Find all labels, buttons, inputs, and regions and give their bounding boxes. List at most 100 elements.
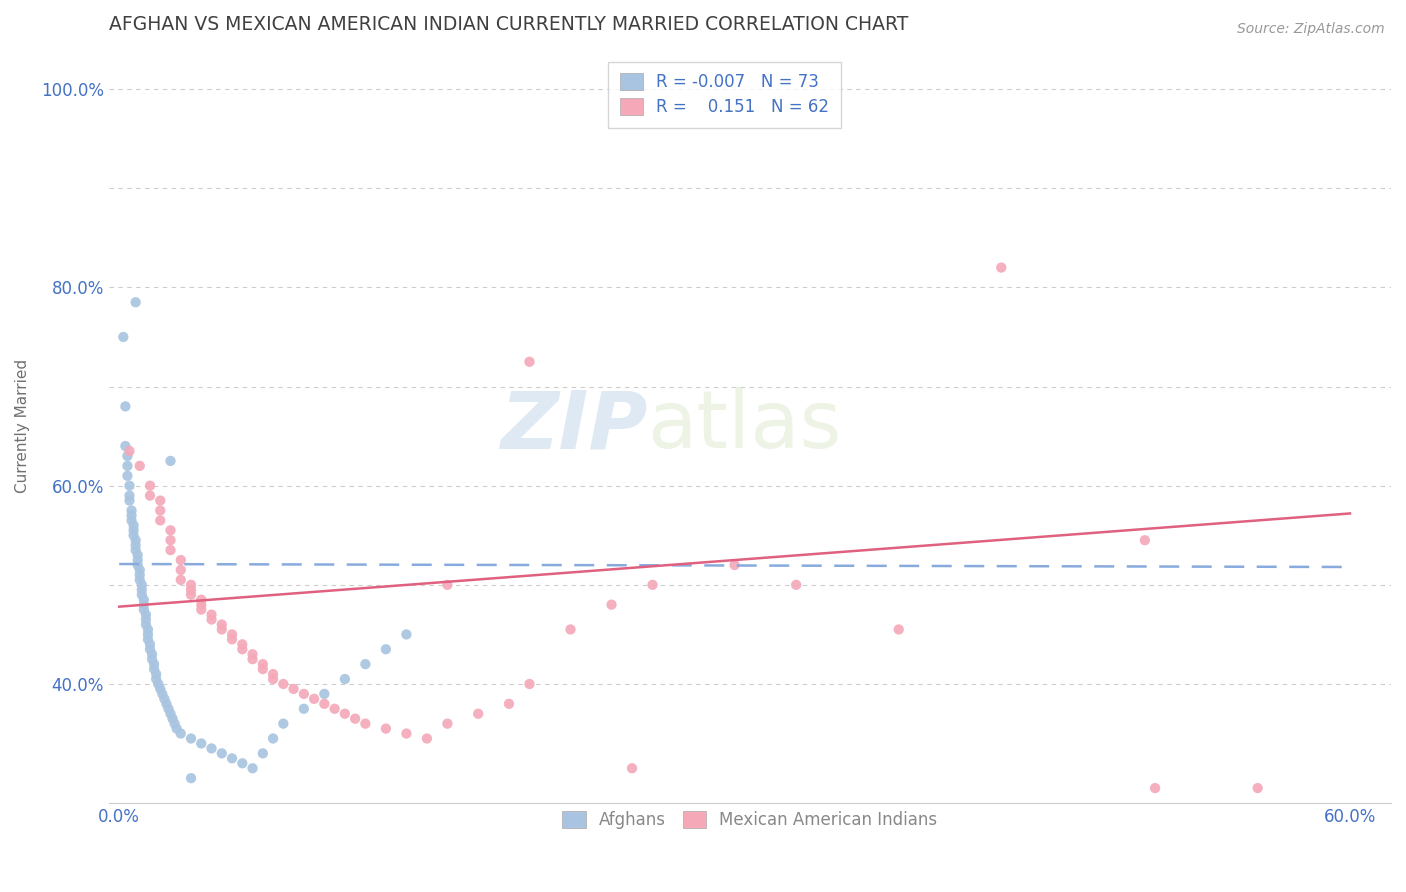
Point [314, 687, 336, 701]
Point [170, 573, 193, 587]
Text: atlas: atlas [647, 387, 842, 466]
Point [262, 731, 284, 746]
Point [231, 637, 253, 651]
Point [128, 563, 150, 577]
Point [560, 623, 582, 637]
Point [139, 642, 162, 657]
Point [114, 439, 136, 453]
Point [519, 355, 541, 369]
Point [180, 588, 202, 602]
Point [467, 706, 489, 721]
Point [135, 613, 157, 627]
Point [141, 647, 163, 661]
Point [252, 657, 274, 672]
Point [139, 478, 162, 492]
Point [785, 578, 807, 592]
Point [242, 761, 264, 775]
Point [136, 623, 159, 637]
Point [159, 543, 181, 558]
Point [354, 716, 377, 731]
Point [159, 533, 181, 548]
Point [153, 691, 176, 706]
Point [124, 543, 146, 558]
Point [117, 468, 139, 483]
Point [262, 672, 284, 686]
Point [159, 706, 181, 721]
Point [128, 568, 150, 582]
Point [333, 672, 356, 686]
Point [155, 697, 177, 711]
Point [621, 761, 644, 775]
Point [436, 716, 458, 731]
Point [221, 627, 243, 641]
Point [118, 493, 141, 508]
Point [124, 533, 146, 548]
Point [190, 592, 212, 607]
Point [149, 681, 172, 696]
Point [139, 489, 162, 503]
Point [124, 538, 146, 552]
Point [131, 578, 153, 592]
Point [136, 632, 159, 647]
Point [149, 503, 172, 517]
Point [118, 478, 141, 492]
Point [200, 741, 222, 756]
Point [150, 687, 173, 701]
Point [148, 677, 170, 691]
Point [374, 722, 396, 736]
Y-axis label: Currently Married: Currently Married [15, 359, 30, 493]
Point [211, 623, 233, 637]
Point [128, 573, 150, 587]
Point [127, 548, 149, 562]
Point [395, 726, 418, 740]
Point [1133, 533, 1156, 548]
Point [200, 613, 222, 627]
Point [128, 458, 150, 473]
Point [145, 672, 167, 686]
Point [117, 458, 139, 473]
Point [200, 607, 222, 622]
Point [121, 513, 143, 527]
Point [221, 751, 243, 765]
Point [436, 578, 458, 592]
Point [323, 702, 346, 716]
Point [190, 598, 212, 612]
Point [132, 602, 155, 616]
Point [162, 712, 184, 726]
Point [283, 681, 305, 696]
Point [990, 260, 1012, 275]
Point [292, 687, 315, 701]
Point [180, 578, 202, 592]
Point [159, 524, 181, 538]
Text: AFGHAN VS MEXICAN AMERICAN INDIAN CURRENTLY MARRIED CORRELATION CHART: AFGHAN VS MEXICAN AMERICAN INDIAN CURREN… [110, 15, 908, 34]
Point [242, 652, 264, 666]
Point [118, 489, 141, 503]
Point [136, 627, 159, 641]
Point [416, 731, 439, 746]
Point [641, 578, 664, 592]
Point [122, 518, 145, 533]
Point [141, 652, 163, 666]
Point [135, 607, 157, 622]
Point [395, 627, 418, 641]
Legend: Afghans, Mexican American Indians: Afghans, Mexican American Indians [555, 805, 945, 836]
Point [374, 642, 396, 657]
Point [124, 295, 146, 310]
Point [273, 677, 295, 691]
Point [314, 697, 336, 711]
Point [159, 454, 181, 468]
Point [273, 716, 295, 731]
Point [252, 662, 274, 676]
Point [170, 553, 193, 567]
Point [242, 647, 264, 661]
Point [221, 632, 243, 647]
Point [121, 508, 143, 523]
Point [114, 400, 136, 414]
Point [170, 726, 193, 740]
Point [135, 617, 157, 632]
Point [127, 558, 149, 572]
Point [211, 747, 233, 761]
Point [1247, 781, 1270, 796]
Point [131, 582, 153, 597]
Point [519, 677, 541, 691]
